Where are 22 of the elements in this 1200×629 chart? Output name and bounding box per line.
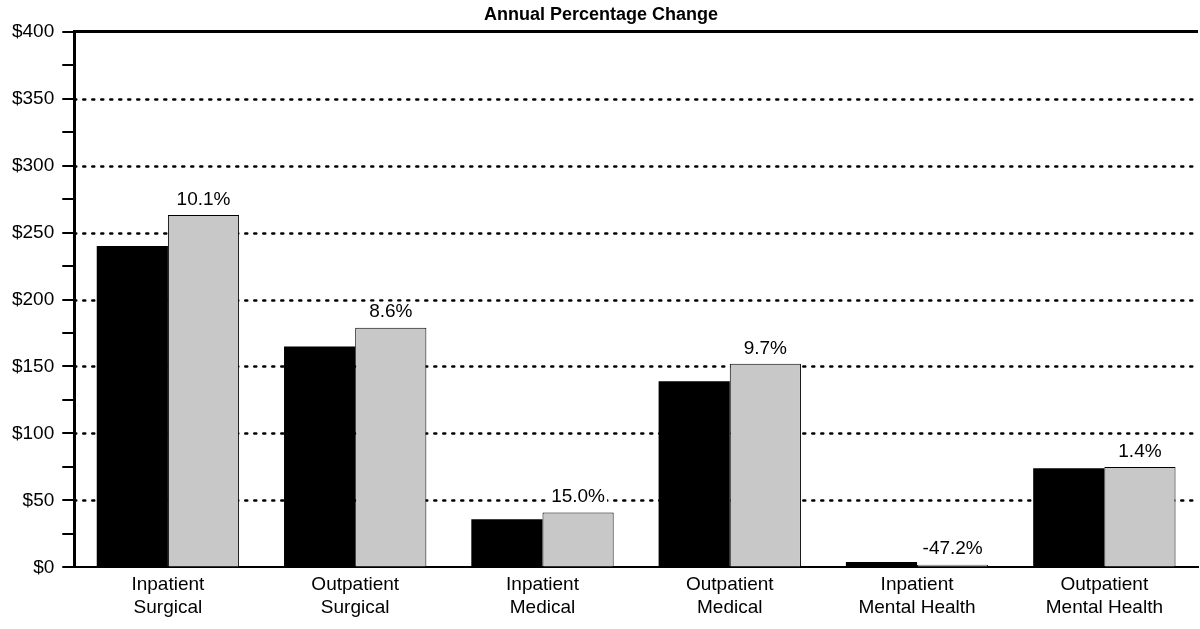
x-tick-label: Inpatient Medical	[506, 573, 580, 617]
y-tick-label: $400	[11, 19, 55, 41]
y-tick-label: $100	[11, 421, 55, 443]
x-tick-label: Outpatient Medical	[685, 573, 775, 617]
annotation: 9.7%	[743, 336, 788, 358]
x-tick-label: Inpatient Surgical	[131, 573, 206, 617]
annotation: 8.6%	[369, 300, 413, 322]
chart-title: Annual Percentage Change	[483, 3, 719, 24]
y-tick-label: $0	[33, 555, 55, 577]
y-tick-label: $250	[11, 220, 55, 242]
y-tick-label: $50	[22, 488, 55, 510]
y-tick-label: $300	[11, 153, 55, 175]
annotation: 1.4%	[1118, 439, 1162, 461]
x-tick-label: Outpatient Mental Health	[1045, 573, 1163, 617]
y-tick-label: $350	[11, 86, 55, 108]
y-tick-label: $150	[11, 354, 55, 376]
x-tick-label: Inpatient Mental Health	[858, 573, 976, 617]
annotation: -47.2%	[922, 537, 983, 559]
y-tick-label: $200	[11, 287, 55, 309]
annotation: 15.0%	[551, 485, 606, 507]
x-tick-label: Outpatient Surgical	[311, 573, 400, 617]
annotation: 10.1%	[176, 187, 231, 209]
